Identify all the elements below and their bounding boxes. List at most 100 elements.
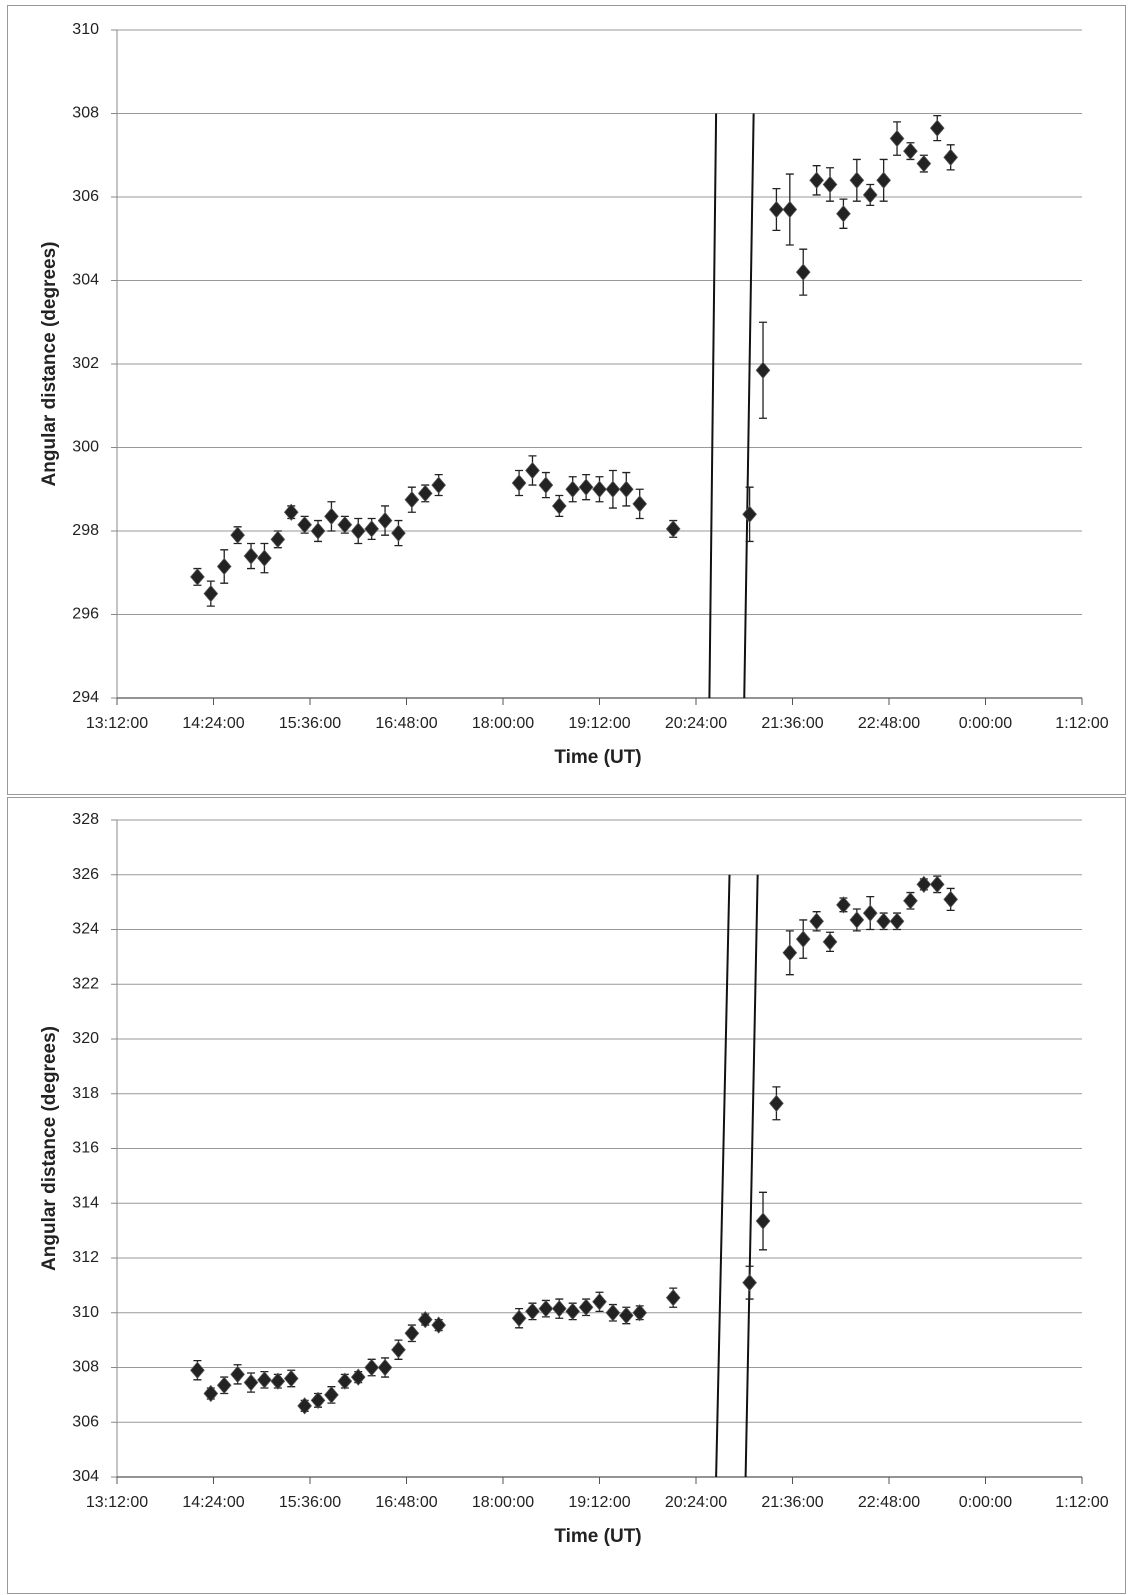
y-tick-label: 324 <box>72 921 99 938</box>
y-tick-label: 302 <box>72 355 99 372</box>
x-tick-label: 22:48:00 <box>858 715 920 732</box>
y-tick-label: 308 <box>72 1359 99 1376</box>
y-tick-label: 310 <box>72 1304 99 1321</box>
marker <box>849 911 865 929</box>
x-tick-label: 15:36:00 <box>279 715 341 732</box>
y-tick-label: 300 <box>72 439 99 456</box>
marker <box>755 361 771 379</box>
x-tick-label: 22:48:00 <box>858 1494 920 1511</box>
marker <box>809 912 824 930</box>
marker <box>618 480 634 498</box>
y-tick-label: 316 <box>72 1140 99 1157</box>
marker <box>578 1298 594 1316</box>
marker <box>257 1371 272 1389</box>
marker <box>618 1306 634 1325</box>
marker <box>431 1316 446 1334</box>
marker <box>337 1372 353 1390</box>
boundary-line <box>715 874 731 1478</box>
marker <box>190 568 205 586</box>
marker <box>257 549 272 567</box>
x-tick-label: 20:24:00 <box>665 715 727 732</box>
marker <box>243 1373 259 1392</box>
marker <box>538 1300 554 1318</box>
x-axis-title: Time (UT) <box>554 747 641 768</box>
marker <box>836 896 851 914</box>
x-tick-label: 14:24:00 <box>182 1494 244 1511</box>
y-tick-label: 296 <box>72 606 99 623</box>
marker <box>665 1289 681 1307</box>
marker <box>903 892 918 910</box>
y-tick-label: 304 <box>72 1468 99 1485</box>
marker <box>431 476 446 494</box>
marker <box>283 503 299 521</box>
marker <box>377 1358 393 1377</box>
marker <box>565 1302 581 1320</box>
x-tick-label: 20:24:00 <box>665 1494 727 1511</box>
marker <box>578 478 594 496</box>
panel-frame <box>7 797 1126 1594</box>
marker <box>525 1302 540 1320</box>
x-tick-label: 21:36:00 <box>761 715 823 732</box>
x-tick-label: 14:24:00 <box>182 715 244 732</box>
y-tick-label: 328 <box>72 811 99 828</box>
y-tick-label: 310 <box>72 21 99 38</box>
marker <box>782 200 798 219</box>
marker <box>283 1369 299 1388</box>
y-axis-title: Angular distance (degrees) <box>39 242 60 487</box>
marker <box>216 557 232 576</box>
marker <box>876 171 891 189</box>
marker <box>243 547 259 565</box>
marker <box>862 186 878 204</box>
marker <box>551 1300 567 1318</box>
marker <box>377 511 393 530</box>
marker <box>849 171 865 189</box>
y-tick-label: 320 <box>72 1030 99 1047</box>
marker <box>230 526 245 544</box>
y-tick-label: 298 <box>72 522 99 539</box>
marker <box>310 1391 326 1409</box>
marker <box>324 1386 339 1404</box>
marker <box>809 171 824 189</box>
marker <box>769 200 784 219</box>
marker <box>203 1384 219 1403</box>
marker <box>903 142 918 160</box>
x-tick-label: 13:12:00 <box>86 1494 148 1511</box>
marker <box>889 912 905 930</box>
marker <box>310 522 326 540</box>
marker <box>230 1365 245 1383</box>
x-tick-label: 18:00:00 <box>472 715 534 732</box>
marker <box>203 585 219 603</box>
x-tick-label: 0:00:00 <box>959 715 1012 732</box>
x-tick-label: 18:00:00 <box>472 1494 534 1511</box>
x-tick-label: 13:12:00 <box>86 715 148 732</box>
y-tick-label: 306 <box>72 188 99 205</box>
y-axis-title: Angular distance (degrees) <box>39 1026 60 1271</box>
x-tick-label: 1:12:00 <box>1055 1494 1108 1511</box>
panel-frame <box>7 5 1126 795</box>
marker <box>836 205 851 223</box>
boundary-line <box>708 113 718 699</box>
x-tick-label: 1:12:00 <box>1055 715 1108 732</box>
y-tick-label: 306 <box>72 1413 99 1430</box>
marker <box>391 524 406 542</box>
marker <box>822 933 838 951</box>
marker <box>862 904 878 922</box>
marker <box>511 1309 527 1327</box>
marker <box>943 890 958 909</box>
marker <box>364 1358 379 1377</box>
marker <box>297 1397 312 1415</box>
marker <box>538 476 554 494</box>
marker <box>632 1304 648 1322</box>
marker <box>404 491 420 509</box>
x-tick-label: 21:36:00 <box>761 1494 823 1511</box>
marker <box>525 461 540 480</box>
marker <box>889 129 905 148</box>
marker <box>929 875 945 893</box>
marker <box>929 119 945 137</box>
marker <box>916 154 932 173</box>
marker <box>417 484 433 503</box>
marker <box>876 912 891 930</box>
marker <box>364 520 379 538</box>
